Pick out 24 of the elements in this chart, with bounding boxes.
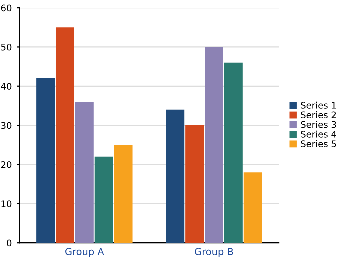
y-tick-label: 0 xyxy=(7,240,12,247)
bar xyxy=(166,110,185,244)
y-tick-label: 30 xyxy=(1,122,12,130)
bar xyxy=(75,102,94,244)
y-tick-label: 20 xyxy=(1,161,12,168)
y-tick-label: 60 xyxy=(1,4,12,12)
bar xyxy=(224,62,243,244)
legend-label: Series 2 xyxy=(301,112,336,119)
x-tick-label: Group A xyxy=(66,248,104,258)
bar xyxy=(114,145,133,244)
bar xyxy=(244,172,262,244)
bar xyxy=(94,156,114,244)
y-tick-label: 50 xyxy=(1,44,12,51)
x-tick-label: Group B xyxy=(195,248,234,258)
bar xyxy=(36,78,56,244)
legend-label: Series 4 xyxy=(301,130,336,138)
y-tick-label: 10 xyxy=(2,200,12,208)
legend-label: Series 5 xyxy=(301,140,336,148)
bar xyxy=(56,28,74,244)
legend-label: Series 3 xyxy=(301,121,336,128)
bar xyxy=(205,47,224,244)
y-tick-label: 40 xyxy=(1,83,12,90)
legend-label: Series 1 xyxy=(301,102,336,109)
bar xyxy=(186,126,204,244)
